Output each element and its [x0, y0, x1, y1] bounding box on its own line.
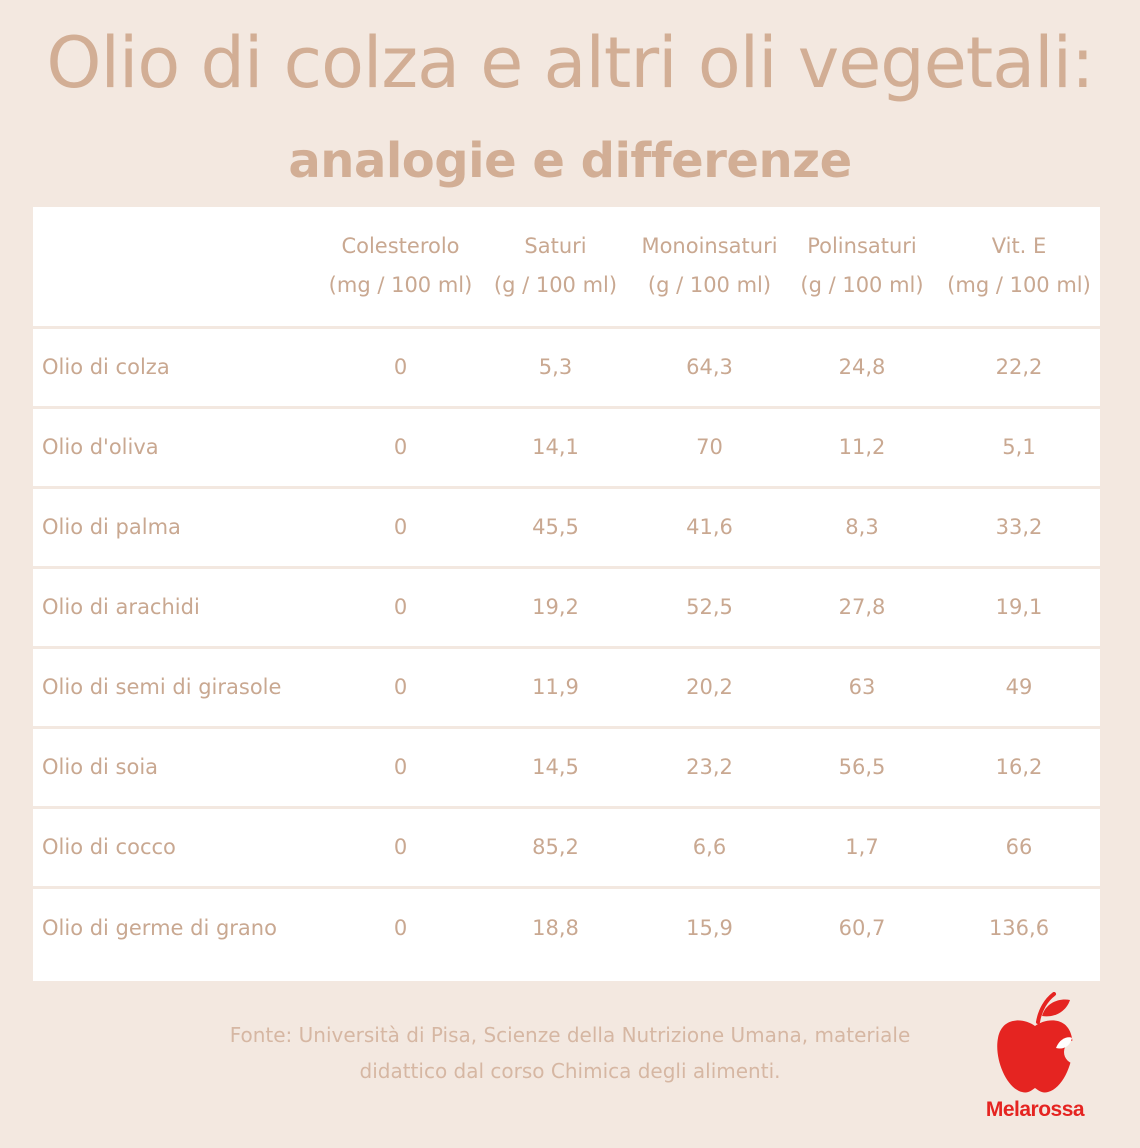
- cell-monoinsaturi: 70: [633, 405, 786, 487]
- cell-monoinsaturi: 64,3: [633, 325, 786, 407]
- cell-saturi: 45,5: [478, 485, 633, 567]
- cell-saturi: 14,5: [478, 725, 633, 807]
- cell-monoinsaturi: 20,2: [633, 645, 786, 727]
- cell-saturi: 14,1: [478, 405, 633, 487]
- cell-polinsaturi: 63: [786, 645, 938, 727]
- cell-vit-e: 19,1: [938, 565, 1100, 647]
- table-row: Olio di germe di grano 0 18,8 15,9 60,7 …: [33, 885, 1100, 967]
- cell-monoinsaturi: 52,5: [633, 565, 786, 647]
- cell-saturi: 18,8: [478, 885, 633, 967]
- header-unit: (g / 100 ml): [647, 273, 772, 298]
- table-row: Olio di cocco 0 85,2 6,6 1,7 66: [33, 805, 1100, 887]
- cell-saturi: 11,9: [478, 645, 633, 727]
- cell-vit-e: 22,2: [938, 325, 1100, 407]
- cell-monoinsaturi: 41,6: [633, 485, 786, 567]
- cell-polinsaturi: 11,2: [786, 405, 938, 487]
- nutrition-table: Colesterolo (mg / 100 ml) Saturi (g / 10…: [33, 207, 1100, 967]
- row-oil-name: Olio di colza: [33, 325, 323, 407]
- table-body: Olio di colza 0 5,3 64,3 24,8 22,2 Olio …: [33, 325, 1100, 967]
- header-unit: (mg / 100 ml): [947, 273, 1091, 298]
- cell-colesterolo: 0: [323, 645, 478, 727]
- cell-colesterolo: 0: [323, 405, 478, 487]
- table-row: Olio d'oliva 0 14,1 70 11,2 5,1: [33, 405, 1100, 487]
- header-label: Polinsaturi: [807, 234, 917, 259]
- header-colesterolo: Colesterolo (mg / 100 ml): [323, 207, 478, 327]
- cell-saturi: 19,2: [478, 565, 633, 647]
- cell-vit-e: 5,1: [938, 405, 1100, 487]
- table-row: Olio di palma 0 45,5 41,6 8,3 33,2: [33, 485, 1100, 567]
- cell-polinsaturi: 60,7: [786, 885, 938, 967]
- cell-vit-e: 16,2: [938, 725, 1100, 807]
- apple-icon: [997, 992, 1088, 1093]
- table-row: Olio di arachidi 0 19,2 52,5 27,8 19,1: [33, 565, 1100, 647]
- header-vit-e: Vit. E (mg / 100 ml): [938, 207, 1100, 327]
- row-oil-name: Olio di arachidi: [33, 565, 323, 647]
- row-oil-name: Olio di semi di girasole: [33, 645, 323, 727]
- header-polinsaturi: Polinsaturi (g / 100 ml): [786, 207, 938, 327]
- header-empty: [33, 207, 323, 327]
- cell-colesterolo: 0: [323, 725, 478, 807]
- source-line-2: didattico dal corso Chimica degli alimen…: [359, 1059, 781, 1083]
- cell-colesterolo: 0: [323, 805, 478, 887]
- cell-saturi: 85,2: [478, 805, 633, 887]
- table-row: Olio di semi di girasole 0 11,9 20,2 63 …: [33, 645, 1100, 727]
- header-unit: (g / 100 ml): [800, 273, 924, 298]
- table-row: Olio di soia 0 14,5 23,2 56,5 16,2: [33, 725, 1100, 807]
- header-unit: (g / 100 ml): [493, 273, 618, 298]
- row-oil-name: Olio d'oliva: [33, 405, 323, 487]
- cell-colesterolo: 0: [323, 325, 478, 407]
- cell-monoinsaturi: 6,6: [633, 805, 786, 887]
- cell-polinsaturi: 27,8: [786, 565, 938, 647]
- header-label: Monoinsaturi: [641, 234, 778, 259]
- row-oil-name: Olio di palma: [33, 485, 323, 567]
- cell-vit-e: 49: [938, 645, 1100, 727]
- header-saturi: Saturi (g / 100 ml): [478, 207, 633, 327]
- page-subtitle: analogie e differenze: [288, 133, 852, 189]
- cell-polinsaturi: 24,8: [786, 325, 938, 407]
- table-row: Olio di colza 0 5,3 64,3 24,8 22,2: [33, 325, 1100, 407]
- source-note: Fonte: Università di Pisa, Scienze della…: [140, 1017, 1000, 1089]
- cell-monoinsaturi: 15,9: [633, 885, 786, 967]
- cell-colesterolo: 0: [323, 565, 478, 647]
- header-label: Vit. E: [991, 234, 1047, 259]
- header-label: Colesterolo: [341, 234, 460, 259]
- melarossa-logo[interactable]: Melarossa: [972, 992, 1122, 1132]
- row-oil-name: Olio di germe di grano: [33, 885, 323, 967]
- cell-polinsaturi: 1,7: [786, 805, 938, 887]
- cell-polinsaturi: 56,5: [786, 725, 938, 807]
- cell-colesterolo: 0: [323, 885, 478, 967]
- cell-vit-e: 33,2: [938, 485, 1100, 567]
- nutrition-table-card: Colesterolo (mg / 100 ml) Saturi (g / 10…: [33, 207, 1100, 981]
- row-oil-name: Olio di cocco: [33, 805, 323, 887]
- header-unit: (mg / 100 ml): [328, 273, 473, 298]
- cell-polinsaturi: 8,3: [786, 485, 938, 567]
- page-title: Olio di colza e altri oli vegetali:: [46, 22, 1094, 104]
- cell-colesterolo: 0: [323, 485, 478, 567]
- table-header-row: Colesterolo (mg / 100 ml) Saturi (g / 10…: [33, 207, 1100, 327]
- cell-vit-e: 136,6: [938, 885, 1100, 967]
- header-label: Saturi: [524, 234, 587, 259]
- source-line-1: Fonte: Università di Pisa, Scienze della…: [229, 1023, 911, 1047]
- logo-text: Melarossa: [985, 1098, 1085, 1121]
- header-monoinsaturi: Monoinsaturi (g / 100 ml): [633, 207, 786, 327]
- cell-saturi: 5,3: [478, 325, 633, 407]
- cell-vit-e: 66: [938, 805, 1100, 887]
- cell-monoinsaturi: 23,2: [633, 725, 786, 807]
- row-oil-name: Olio di soia: [33, 725, 323, 807]
